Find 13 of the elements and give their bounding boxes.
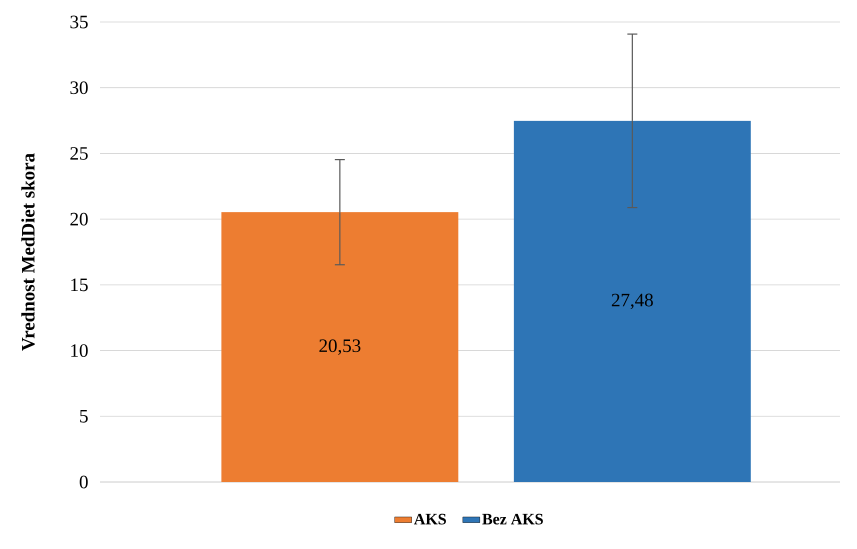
- y-tick-label: 5: [80, 410, 88, 423]
- y-tick-label: 15: [71, 278, 88, 292]
- legend-label: AKS: [414, 514, 446, 524]
- y-axis-title: Vrednost MedDiet skora: [21, 153, 35, 351]
- y-tick-label: 0: [80, 476, 88, 488]
- y-tick-label: 10: [71, 344, 88, 357]
- data-label: 20,53: [319, 339, 360, 355]
- y-tick-label: 30: [70, 81, 88, 94]
- legend-label: Bez AKS: [482, 514, 543, 524]
- data-label: 27,48: [612, 294, 653, 310]
- y-tick-label: 20: [70, 212, 88, 226]
- y-tick-label: 25: [70, 147, 88, 160]
- y-tick-label: 35: [70, 16, 88, 28]
